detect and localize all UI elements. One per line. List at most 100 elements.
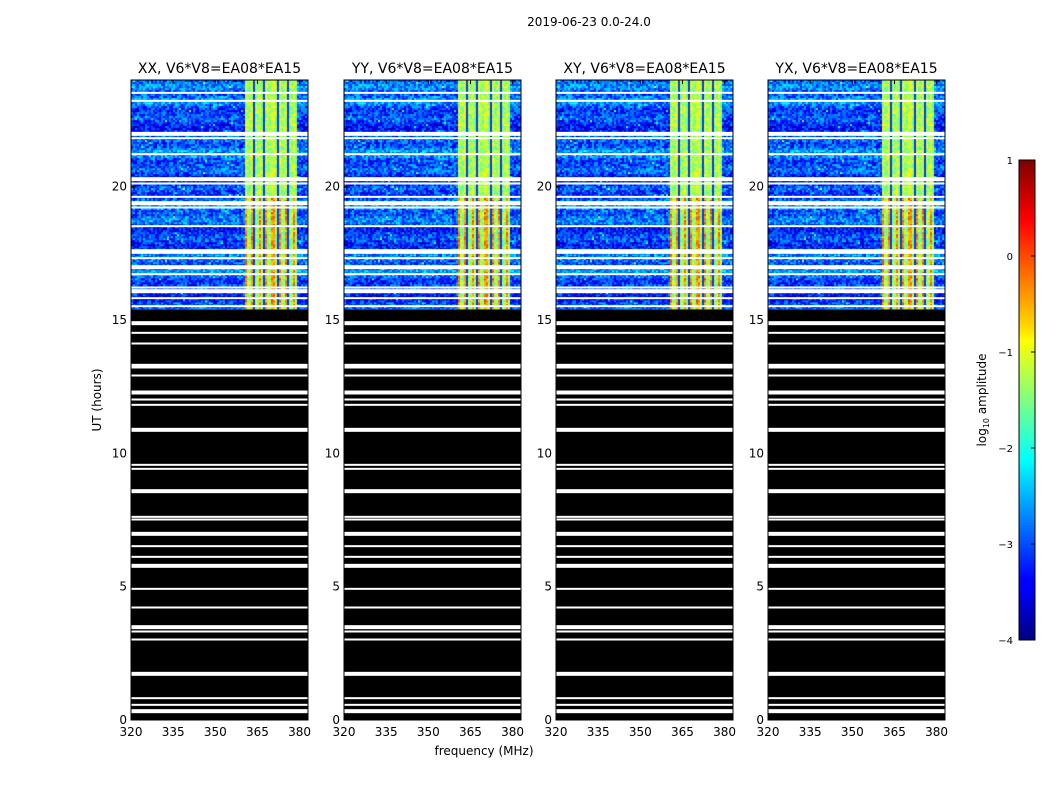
x-tick-label: 320: [333, 725, 356, 739]
colorbar-tick-label: −2: [998, 444, 1013, 455]
x-tick-label: 365: [671, 725, 694, 739]
no-data-region: [768, 309, 945, 720]
y-tick-label: 15: [537, 313, 552, 327]
flag-gap: [344, 606, 521, 609]
flag-gap: [556, 515, 733, 518]
flag-gap: [556, 273, 733, 276]
flag-gap: [344, 390, 521, 395]
flag-gap: [768, 467, 945, 470]
flag-gap: [131, 638, 308, 641]
flag-gap: [344, 489, 521, 494]
flag-gap: [344, 555, 521, 558]
flag-gap: [556, 403, 733, 406]
flag-gap: [556, 374, 733, 377]
y-tick-label: 10: [112, 446, 127, 460]
flag-gap: [131, 606, 308, 609]
flag-gap: [556, 225, 733, 228]
flag-gap: [344, 403, 521, 406]
panel-frame: [555, 79, 734, 721]
flag-gap: [344, 297, 521, 300]
y-tick-label: 0: [332, 713, 340, 727]
flag-gap: [131, 225, 308, 228]
flag-gap: [768, 531, 945, 536]
flag-gap: [556, 249, 733, 254]
flag-gap: [131, 321, 308, 326]
flag-gap: [768, 249, 945, 254]
flag-gap: [556, 137, 733, 140]
panel-frame: [130, 79, 309, 721]
flag-gap: [768, 671, 945, 676]
colorbar-tick-label: −4: [998, 636, 1013, 647]
flag-gap: [556, 625, 733, 630]
flag-gap: [131, 273, 308, 276]
flag-gap: [556, 555, 733, 558]
colorbar-gradient: [1018, 159, 1036, 641]
flag-gap: [344, 305, 521, 308]
flag-gap: [768, 206, 945, 209]
spectrogram-image: [344, 80, 521, 310]
panel-title: YY, V6*V8=EA08*EA15: [351, 61, 513, 77]
x-tick-label: 320: [120, 725, 143, 739]
flag-gap: [131, 206, 308, 209]
flag-gap: [344, 201, 521, 206]
no-data-region: [556, 309, 733, 720]
panel-title: XX, V6*V8=EA08*EA15: [138, 61, 301, 77]
x-tick-label: 350: [841, 725, 864, 739]
flag-gap: [556, 463, 733, 466]
y-tick-label: 20: [537, 180, 552, 194]
flag-gap: [768, 398, 945, 401]
x-tick-label: 380: [501, 725, 524, 739]
flag-gap: [768, 638, 945, 641]
flag-gap: [131, 201, 308, 206]
flag-gap: [131, 587, 308, 590]
flag-gap: [556, 427, 733, 432]
flag-gap: [768, 201, 945, 206]
flag-gap: [556, 182, 733, 185]
y-tick-label: 10: [749, 446, 764, 460]
flag-gap: [556, 331, 733, 334]
flag-gap: [131, 489, 308, 494]
flag-gap: [131, 703, 308, 706]
flag-gap: [131, 305, 308, 308]
colorbar-tick-label: 1: [1007, 156, 1013, 167]
x-tick-label: 365: [459, 725, 482, 739]
flag-gap: [344, 697, 521, 700]
flag-gap: [556, 390, 733, 395]
flag-gap: [344, 153, 521, 156]
flag-gap: [556, 709, 733, 714]
flag-gap: [131, 390, 308, 395]
panel-title: XY, V6*V8=EA08*EA15: [563, 61, 725, 77]
x-tick-label: 350: [629, 725, 652, 739]
x-tick-label: 335: [799, 725, 822, 739]
y-tick-label: 20: [112, 180, 127, 194]
y-tick-label: 20: [749, 180, 764, 194]
no-data-region: [131, 309, 308, 720]
flag-gap: [556, 91, 733, 94]
flag-gap: [344, 265, 521, 270]
colorbar-ticks: 1 0 −1 −2 −3 −4: [998, 156, 1035, 647]
flag-gap: [768, 545, 945, 548]
colorbar-tick-label: 0: [1007, 252, 1013, 263]
flag-gap: [344, 206, 521, 209]
flag-gap: [344, 331, 521, 334]
flag-gap: [344, 463, 521, 466]
y-tick-label: 0: [756, 713, 764, 727]
flag-gap: [344, 398, 521, 401]
flag-gap: [768, 363, 945, 368]
flag-gap: [556, 638, 733, 641]
flag-gap: [556, 531, 733, 536]
flag-gap: [131, 265, 308, 270]
flag-gap: [768, 331, 945, 334]
flag-gap: [131, 374, 308, 377]
flag-gap: [768, 555, 945, 558]
y-tick-label: 5: [544, 580, 552, 594]
x-tick-label: 335: [162, 725, 185, 739]
flag-gap: [131, 625, 308, 630]
flag-gap: [344, 342, 521, 345]
flag-gap: [556, 467, 733, 470]
flag-gap: [556, 321, 733, 326]
flag-gap: [556, 342, 733, 345]
flag-gap: [131, 99, 308, 102]
y-tick-label: 5: [119, 580, 127, 594]
flag-gap: [131, 363, 308, 368]
